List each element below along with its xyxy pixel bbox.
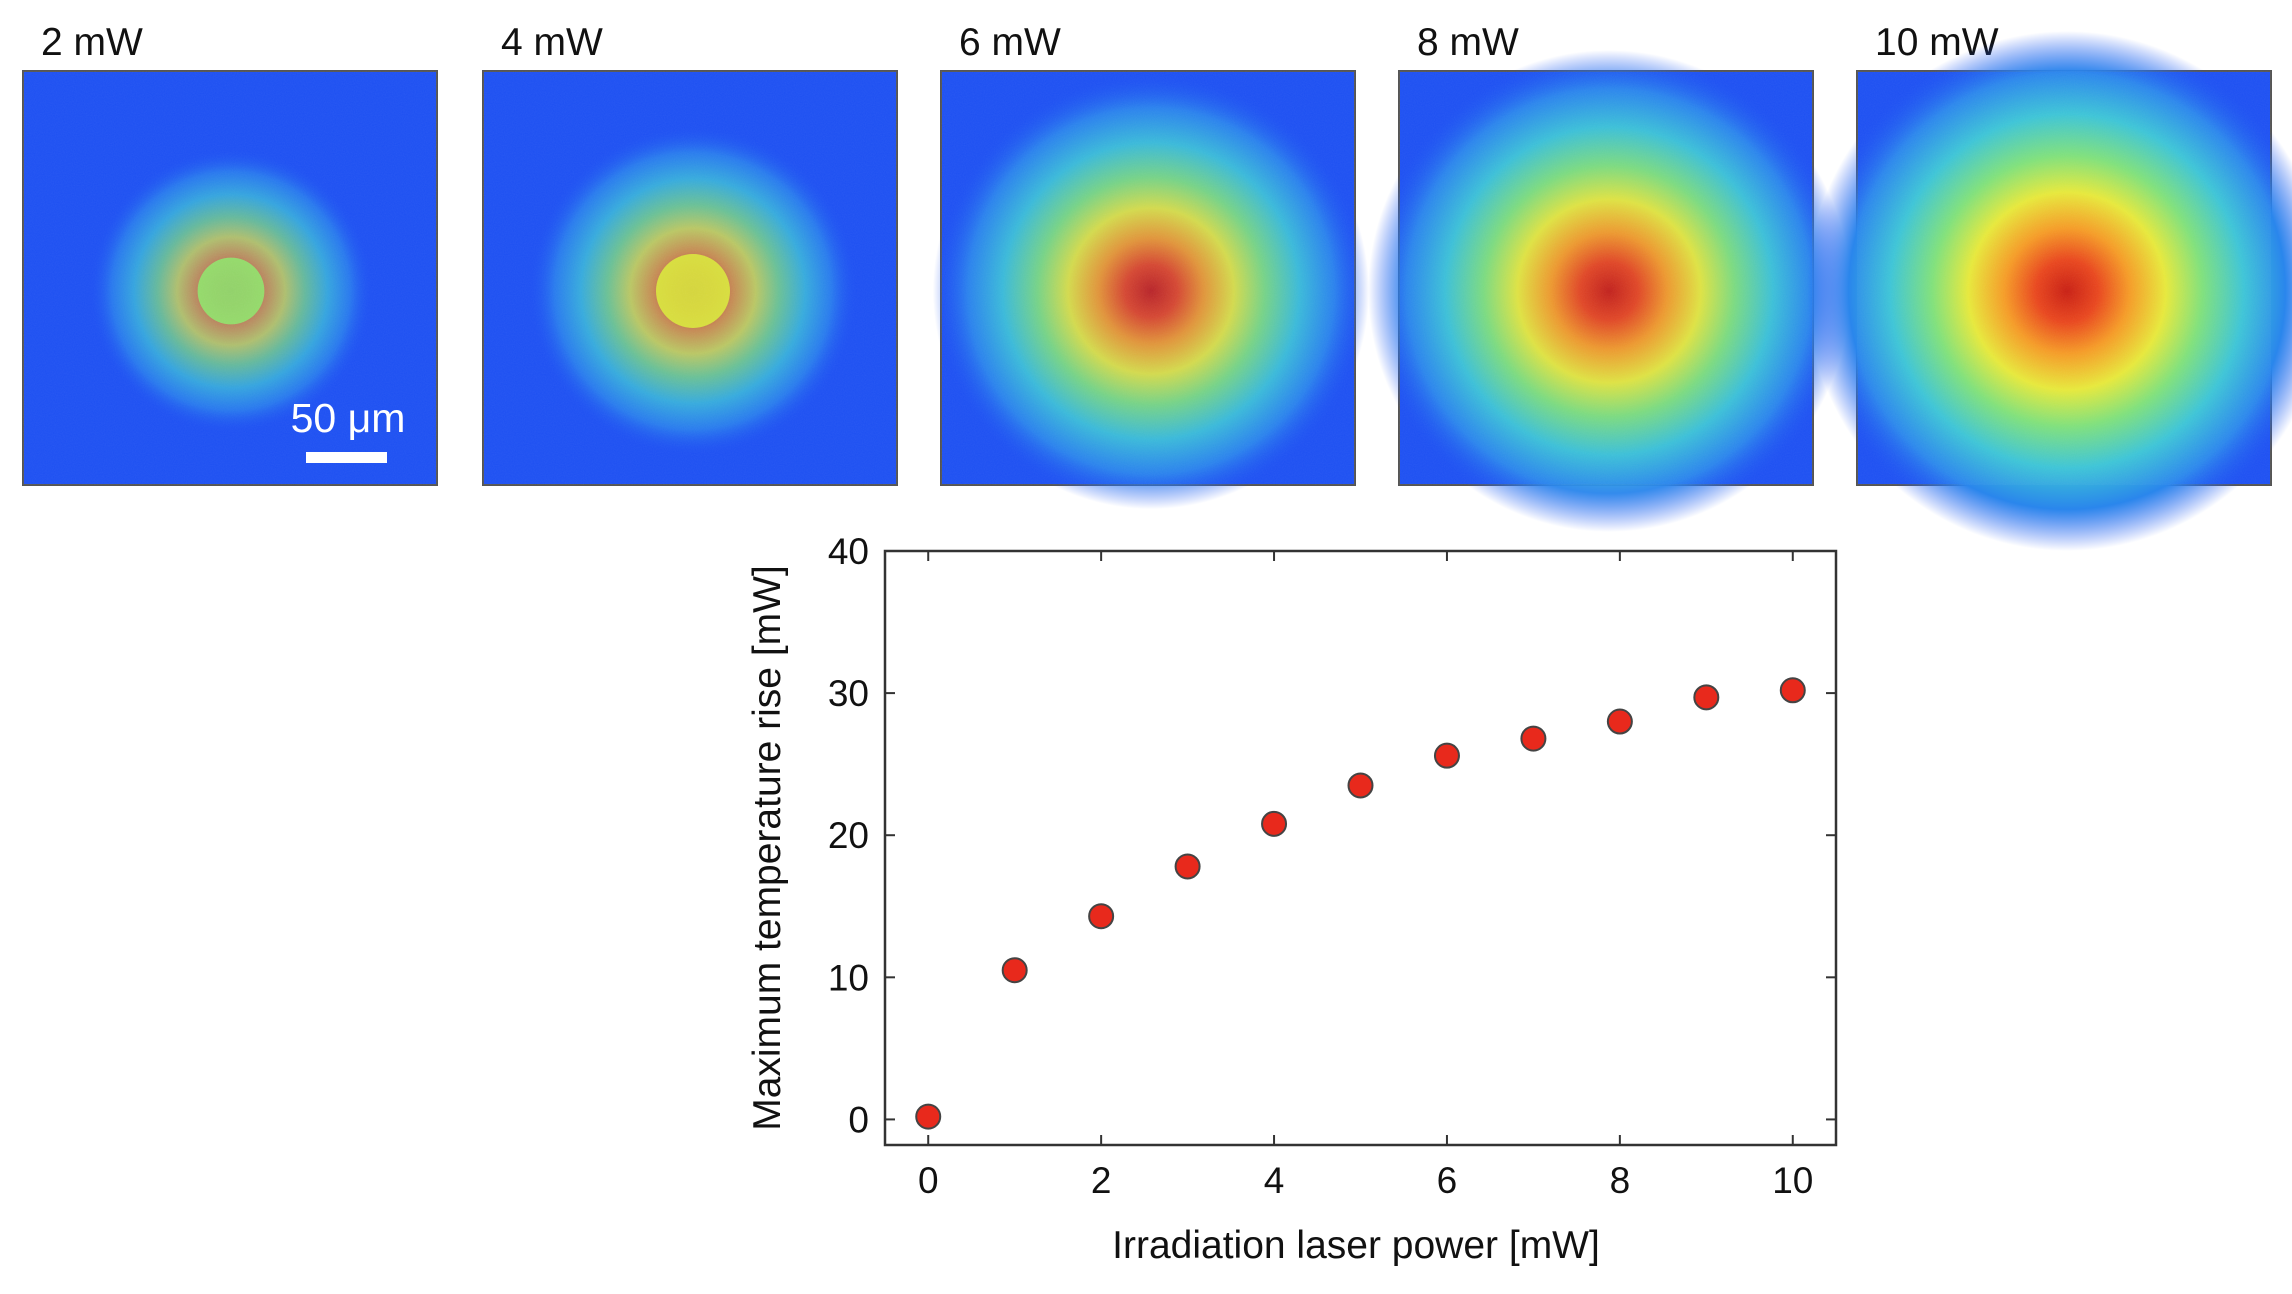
plot-frame [883,549,1838,1147]
data-point [1606,708,1633,735]
y-axis: 0 10 20 30 40 [828,531,1836,1140]
x-tick-label: 2 [1091,1160,1112,1201]
heatmap-panel: 2 mW [22,21,438,486]
data-point [1088,903,1115,930]
x-tick-label: 4 [1264,1160,1285,1201]
heatmap-panel: 8 mW [1368,21,1850,532]
y-tick-label: 20 [828,815,869,856]
y-tick-label: 40 [828,531,869,572]
data-point [1433,742,1460,769]
x-axis-title: Irradiation laser power [mW] [1112,1224,1600,1267]
panel-power-label: 8 mW [1417,21,1519,64]
data-point [915,1103,942,1130]
x-tick-label: 8 [1610,1160,1631,1201]
data-point [1261,810,1288,837]
data-point [1520,725,1547,752]
panel-texture [1399,71,1813,485]
heatmap-panel: 10 mW [1807,21,2292,551]
data-point [1347,772,1374,799]
y-tick-label: 30 [828,673,869,714]
panel-power-label: 2 mW [41,21,143,64]
data-point [1693,684,1720,711]
y-tick-label: 0 [848,1099,869,1140]
data-points [915,677,1806,1130]
y-tick-label: 10 [828,957,869,998]
scale-bar-line [306,452,387,463]
x-tick-label: 10 [1772,1160,1813,1201]
data-point [1001,957,1028,984]
panel-texture [483,71,897,485]
panel-texture [941,71,1355,485]
data-point [1174,853,1201,880]
x-tick-label: 6 [1437,1160,1458,1201]
panel-power-label: 6 mW [959,21,1061,64]
data-point [1779,677,1806,704]
heatmap-panel: 6 mW [932,21,1370,510]
y-axis-title: Maximum temperature rise [mW] [746,565,789,1131]
scale-bar-label: 50 μm [291,395,406,441]
x-tick-label: 0 [918,1160,939,1201]
panel-texture [23,71,437,485]
panel-texture [1857,71,2271,485]
heatmap-panels: 2 mW 4 mW 6 mW 8 mW 10 mW [22,21,2292,551]
heatmap-panel: 4 mW [482,21,898,486]
scatter-chart: 0 2 4 6 8 10 0 10 20 30 40 Irradiation laser powe… [746,531,1838,1267]
x-axis: 0 2 4 6 8 10 [918,551,1813,1201]
scale-bar: 50 μm [291,395,406,463]
panel-power-label: 4 mW [501,21,603,64]
